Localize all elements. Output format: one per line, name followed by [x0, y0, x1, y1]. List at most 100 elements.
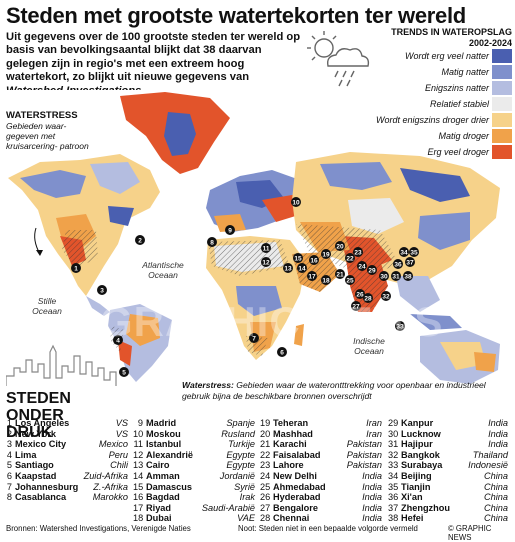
city-country: China: [483, 492, 508, 503]
page-title: Steden met grootste watertekorten ter we…: [6, 3, 466, 28]
legend-swatch: [492, 97, 512, 112]
city-row: 10 Moskou Rusland: [133, 429, 255, 440]
city-number: 27: [260, 502, 271, 513]
city-country: Zuid-Afrika: [83, 470, 128, 481]
city-country: Marokko: [92, 492, 128, 503]
city-number: 26: [260, 492, 271, 503]
city-name: Ahmedabad: [273, 481, 326, 492]
city-row: 5 Santiago Chili: [2, 460, 128, 471]
city-name: Moskou: [146, 428, 181, 439]
city-name: Johannesburg: [15, 481, 79, 492]
city-list-col-4: 29 Kanpur India 30 Lucknow India 31 Hajipur Indi…: [388, 418, 508, 524]
city-country: India: [362, 481, 382, 492]
watermark: GRAPHIC NEWS: [100, 298, 444, 345]
city-marker-15: 15: [293, 253, 303, 263]
city-number: 22: [260, 449, 271, 460]
legend-swatch: [492, 113, 512, 128]
weather-icon: [307, 31, 370, 87]
svg-text:14: 14: [298, 266, 306, 273]
city-row: 22 Faisalabad Pakistan: [260, 450, 382, 461]
city-country: Mexico: [98, 439, 128, 450]
svg-text:31: 31: [392, 274, 400, 281]
city-country: China: [483, 513, 508, 524]
city-number: 16: [133, 492, 144, 503]
city-number: 3: [6, 439, 12, 450]
city-marker-37: 37: [405, 257, 415, 267]
city-country: India: [488, 418, 508, 428]
city-number: 17: [133, 502, 144, 513]
city-list-col-1: 1 Los Angeles VS 2 New York VS 3 Mexico City Mex…: [2, 418, 128, 503]
city-name: Karachi: [273, 439, 307, 450]
intro-body: Uit gegevens over de 100 grootste steden…: [6, 31, 301, 84]
svg-text:7: 7: [252, 336, 256, 343]
city-name: Teheran: [273, 418, 309, 428]
city-row: 36 Xi'an China: [388, 492, 508, 503]
city-row: 13 Cairo Egypte: [133, 460, 255, 471]
city-number: 35: [388, 481, 399, 492]
svg-text:21: 21: [336, 272, 344, 279]
city-country: VS: [115, 418, 128, 428]
city-row: 15 Damascus Syrië: [133, 482, 255, 493]
city-row: 30 Lucknow India: [388, 429, 508, 440]
legend-item: Wordt enigszins droger drier: [372, 113, 512, 129]
city-marker-13: 13: [283, 263, 293, 273]
city-marker-27: 27: [351, 301, 361, 311]
city-country: China: [483, 481, 508, 492]
city-marker-3: 3: [97, 285, 107, 295]
waterstress-note: Waterstress: Gebieden waar de wateronttt…: [182, 380, 512, 401]
city-row: 11 Istanbul Turkije: [133, 439, 255, 450]
city-name: Istanbul: [146, 439, 182, 450]
city-name: Xi'an: [401, 492, 423, 503]
city-country: Turkije: [228, 439, 255, 450]
city-name: Mexico City: [15, 439, 67, 450]
svg-text:30: 30: [380, 274, 388, 281]
svg-text:6: 6: [280, 350, 284, 357]
city-row: 29 Kanpur India: [388, 418, 508, 429]
city-list-col-2: 9 Madrid Spanje 10 Moskou Rusland 11 Istanbul Tu…: [133, 418, 255, 524]
svg-text:34: 34: [400, 250, 408, 257]
city-country: Syrië: [234, 481, 255, 492]
city-row: 1 Los Angeles VS: [2, 418, 128, 429]
city-country: Egypte: [226, 449, 255, 460]
svg-text:27: 27: [352, 304, 360, 311]
city-country: Chili: [110, 460, 128, 471]
city-marker-20: 20: [335, 241, 345, 251]
city-country: VAE: [237, 513, 255, 524]
legend-swatch: [492, 145, 512, 160]
city-marker-36: 36: [393, 259, 403, 269]
city-number: 13: [133, 460, 144, 471]
waterstress-label: WATERSTRESS Gebieden waar- gegeven met k…: [6, 110, 96, 151]
city-marker-19: 19: [321, 249, 331, 259]
city-country: VS: [115, 428, 128, 439]
svg-text:9: 9: [228, 228, 232, 235]
city-row: 17 Riyad Saudi-Arabië: [133, 503, 255, 514]
legend-item: Matig natter: [372, 65, 512, 81]
city-marker-11: 11: [261, 243, 271, 253]
svg-text:17: 17: [308, 274, 316, 281]
svg-text:8: 8: [210, 240, 214, 247]
city-country: India: [362, 492, 382, 503]
city-row: 37 Zhengzhou China: [388, 503, 508, 514]
legend-item: Enigszins natter: [372, 81, 512, 97]
city-name: Dubai: [146, 513, 172, 524]
city-name: Bagdad: [146, 492, 180, 503]
city-number: 7: [6, 481, 12, 492]
svg-text:2: 2: [138, 238, 142, 245]
city-marker-8: 8: [207, 237, 217, 247]
city-name: Bengalore: [273, 502, 318, 513]
svg-text:22: 22: [346, 256, 354, 263]
city-number: 30: [388, 428, 399, 439]
city-number: 33: [388, 460, 399, 471]
legend-title: TRENDS IN WATEROPSLAG 2002-2024: [372, 27, 512, 48]
city-number: 32: [388, 449, 399, 460]
svg-text:23: 23: [354, 250, 362, 257]
city-number: 6: [6, 470, 12, 481]
city-name: Hajipur: [401, 439, 433, 450]
legend-title-line1: TRENDS IN WATEROPSLAG: [391, 27, 512, 37]
city-name: Madrid: [146, 418, 177, 428]
city-number: 14: [133, 470, 144, 481]
svg-text:1: 1: [74, 266, 78, 273]
city-marker-1: 1: [71, 263, 81, 273]
city-country: Rusland: [221, 428, 255, 439]
city-country: Irak: [239, 492, 255, 503]
